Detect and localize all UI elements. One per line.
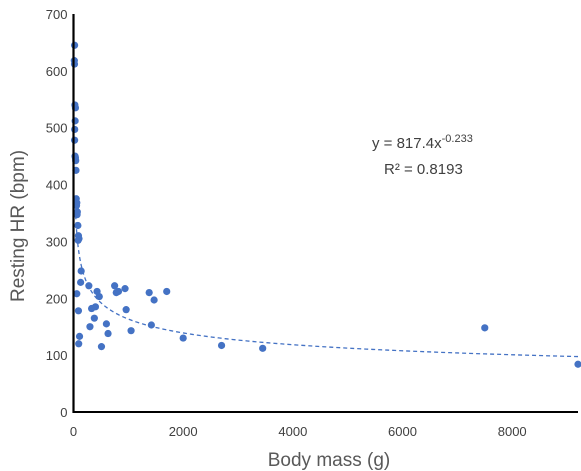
data-point <box>163 287 171 296</box>
r-squared-label: R² = 0.8193 <box>384 161 463 178</box>
data-point <box>104 329 112 338</box>
data-point <box>77 267 85 275</box>
data-point <box>121 285 129 293</box>
x-tick-label: 6000 <box>388 424 417 439</box>
data-point <box>147 321 155 329</box>
data-point <box>85 282 93 290</box>
y-tick-label: 0 <box>60 405 67 420</box>
trendline-layer <box>75 215 579 358</box>
data-point <box>97 343 106 351</box>
x-tick-label: 2000 <box>169 424 198 439</box>
data-point <box>127 327 135 335</box>
data-point <box>75 332 84 340</box>
x-tick-label: 0 <box>70 424 77 439</box>
data-point <box>259 344 267 352</box>
data-point <box>102 320 111 328</box>
data-point <box>122 306 130 314</box>
data-point <box>179 334 187 342</box>
axes <box>72 14 578 413</box>
data-point <box>73 290 81 298</box>
y-tick-label: 200 <box>46 291 68 306</box>
y-tick-label: 400 <box>46 178 68 193</box>
data-point <box>217 341 226 350</box>
data-point <box>114 287 123 296</box>
y-axis-title: Resting HR (bpm) <box>8 150 29 302</box>
y-tick-label: 100 <box>46 348 68 363</box>
data-point <box>77 278 85 286</box>
y-tick-label: 700 <box>46 7 68 22</box>
data-point <box>574 360 581 368</box>
y-tick-label: 600 <box>46 64 68 79</box>
data-point <box>111 282 119 290</box>
data-point <box>145 289 153 297</box>
data-point <box>73 211 81 219</box>
data-point <box>75 340 83 348</box>
data-point <box>481 324 489 332</box>
equation-exponent: -0.233 <box>442 133 473 145</box>
data-point <box>74 307 83 315</box>
data-point <box>74 221 82 230</box>
x-axis-title: Body mass (g) <box>268 450 390 471</box>
data-points <box>70 41 581 368</box>
y-tick-label: 500 <box>46 121 68 136</box>
data-point <box>90 314 98 322</box>
trendline-equation: y = 817.4x-0.233 <box>372 133 473 152</box>
data-point <box>95 292 103 301</box>
data-point <box>75 234 83 243</box>
data-point <box>150 296 158 304</box>
x-tick-label: 8000 <box>498 424 527 439</box>
data-point <box>86 323 94 331</box>
tick-labels: 0 100 200 300 400 500 600 700 0 2000 4000 6000 8000 <box>46 7 527 439</box>
data-point <box>71 125 79 134</box>
y-tick-label: 300 <box>46 234 68 249</box>
power-trendline <box>75 215 579 358</box>
data-point <box>72 202 81 210</box>
data-point <box>91 303 100 311</box>
x-tick-label: 4000 <box>278 424 307 439</box>
equation-base: y = 817.4x <box>372 135 442 152</box>
